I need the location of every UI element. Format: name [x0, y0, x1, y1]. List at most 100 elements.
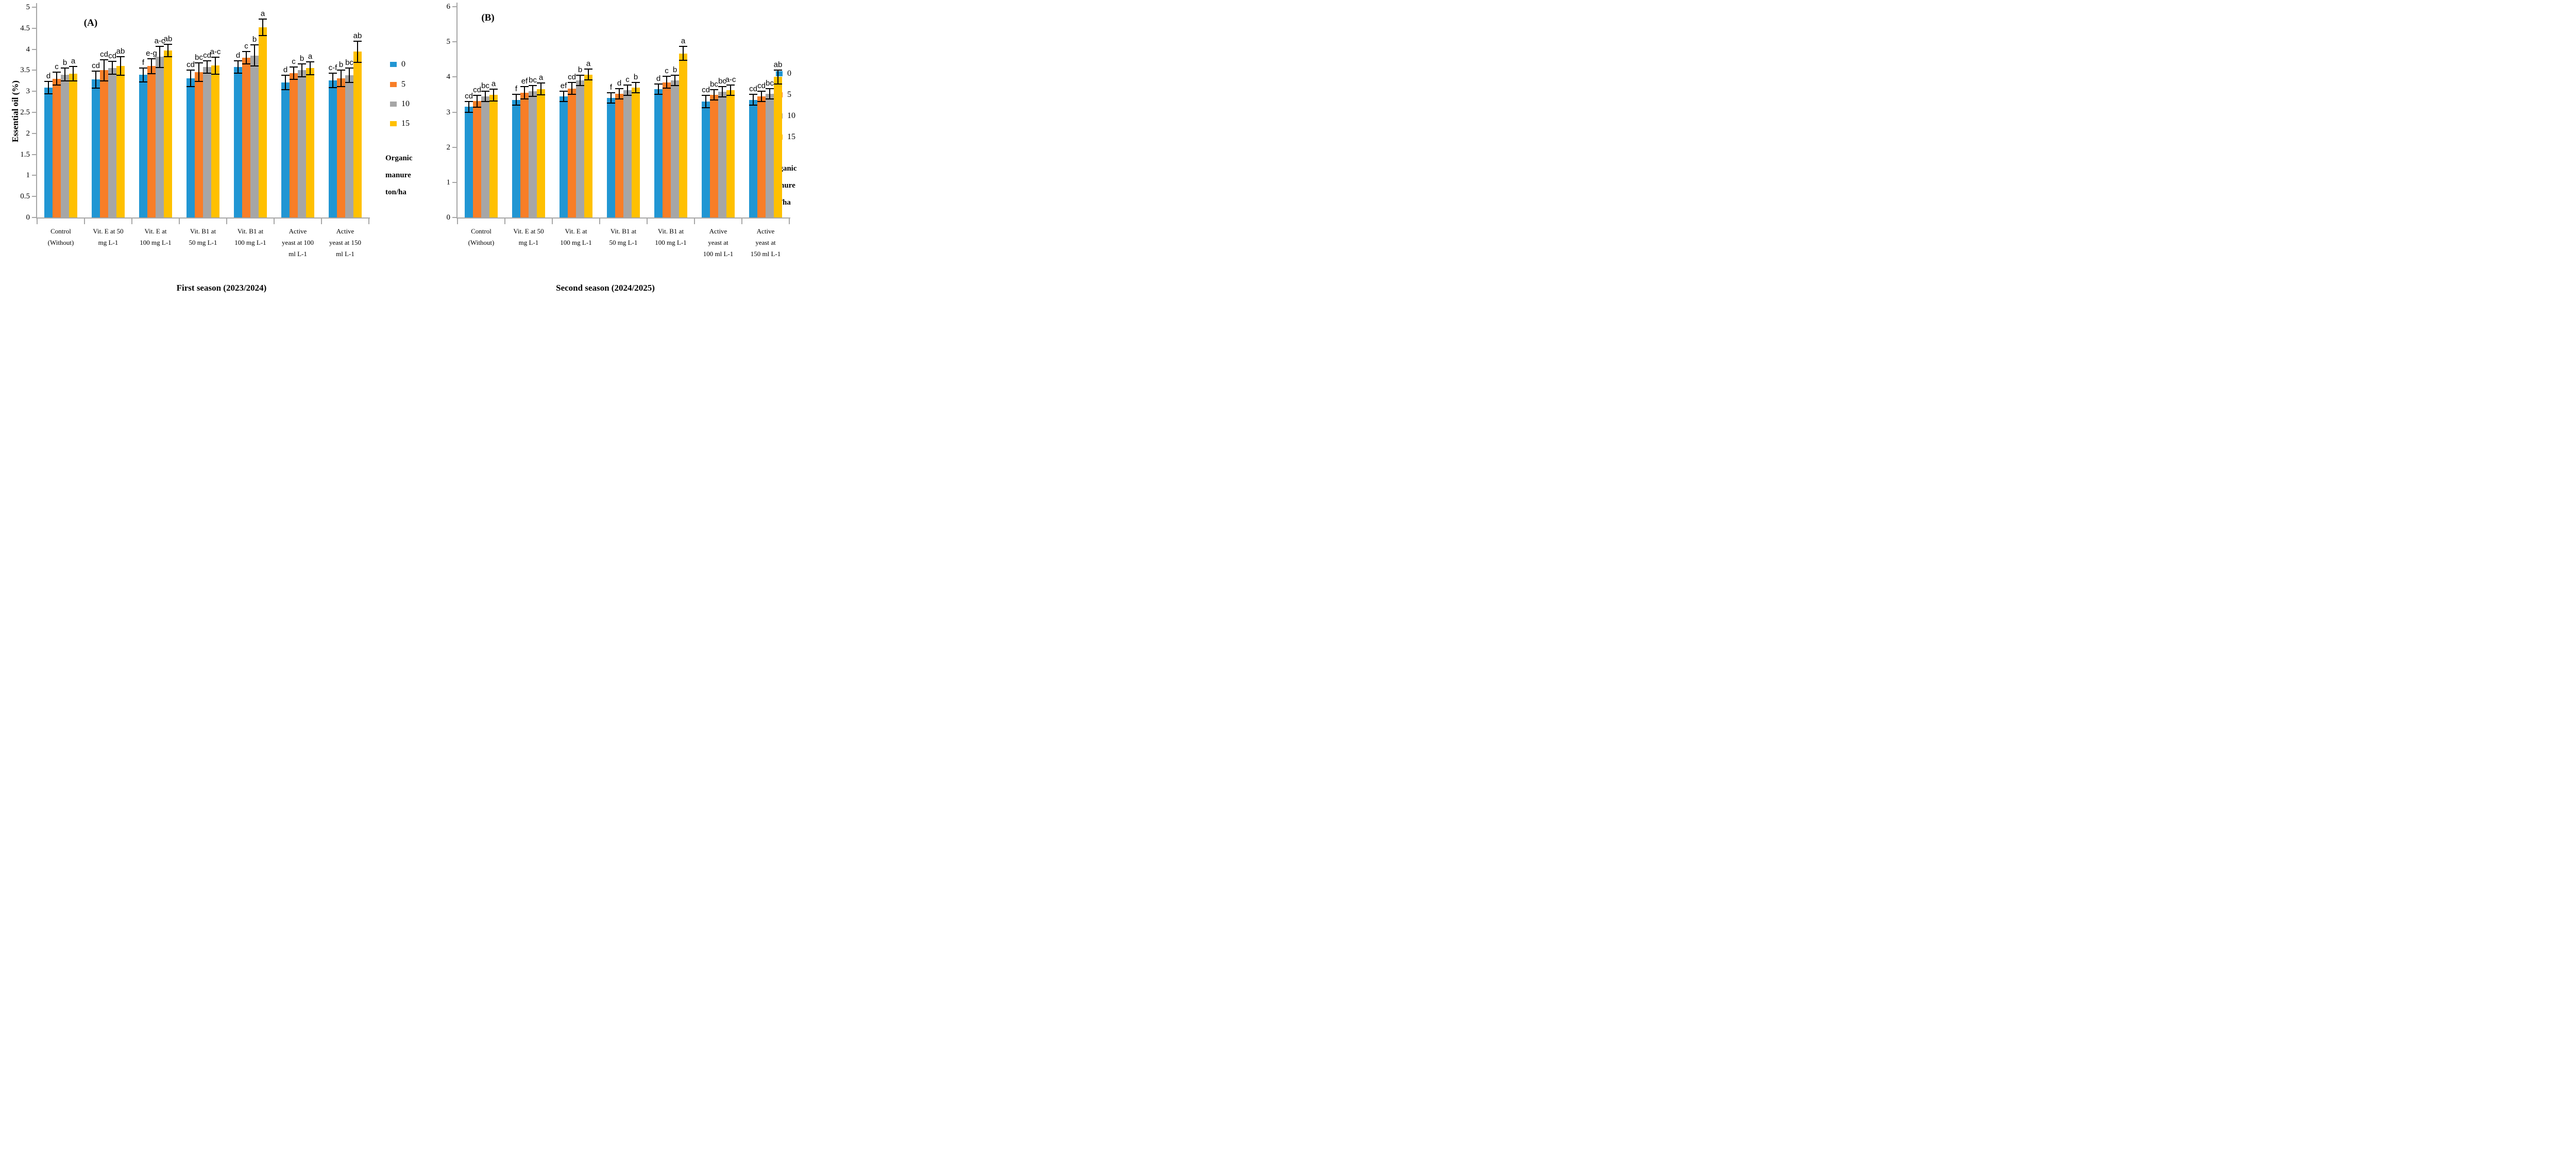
- bar: [242, 57, 250, 217]
- x-category-label-line: Vit. B1 at: [657, 227, 684, 235]
- significance-letter: f: [515, 85, 518, 94]
- error-bar-cap-top: [584, 69, 592, 70]
- y-tick-label: 1.5: [20, 150, 30, 159]
- error-bar: [540, 82, 541, 95]
- error-bar-cap-top: [465, 101, 473, 103]
- error-bar: [246, 51, 247, 64]
- error-bar-cap-top: [607, 92, 615, 93]
- error-bar-cap-top: [69, 66, 77, 68]
- bar: [671, 80, 679, 217]
- significance-letter: c: [292, 57, 296, 66]
- y-tick-mark: [452, 217, 456, 218]
- error-bar-cap-bottom: [53, 84, 61, 86]
- error-bar-cap-top: [108, 61, 116, 62]
- x-category-label: Active yeast at 100 ml L-1: [692, 226, 744, 260]
- legend-label: 0: [401, 60, 405, 69]
- significance-letter: ab: [773, 60, 783, 69]
- error-bar-cap-bottom: [290, 79, 298, 80]
- legend-label: 15: [787, 132, 795, 141]
- error-bar-cap-top: [187, 69, 195, 71]
- y-tick-label: 3: [26, 87, 30, 96]
- y-tick-mark: [32, 154, 36, 155]
- error-bar-cap-bottom: [671, 85, 679, 87]
- y-axis-line: [456, 3, 457, 219]
- error-bar: [120, 57, 121, 76]
- x-category-label-line: mg L-1: [98, 239, 118, 246]
- legend-swatch: [390, 121, 397, 126]
- error-bar-cap-top: [298, 63, 306, 65]
- x-category-label-line: yeast at 100: [281, 239, 314, 246]
- significance-letter: ef: [521, 76, 528, 86]
- bar: [560, 96, 568, 217]
- bar: [329, 80, 337, 217]
- significance-letter: a: [71, 57, 76, 66]
- y-tick-label: 4: [26, 45, 30, 54]
- error-bar: [167, 44, 168, 57]
- bar: [568, 88, 576, 217]
- x-category-label: Vit. E at 100 mg L-1: [550, 226, 602, 248]
- error-bar: [493, 89, 494, 101]
- error-bar-cap-top: [281, 75, 290, 76]
- significance-letter: f: [609, 83, 613, 92]
- x-tick-mark: [226, 217, 227, 224]
- error-bar: [485, 91, 486, 102]
- x-category-label-line: 100 mg L-1: [655, 239, 687, 246]
- error-bar: [683, 46, 684, 61]
- x-category-label-line: 100 ml L-1: [703, 250, 734, 258]
- error-bar-cap-top: [718, 86, 726, 87]
- x-tick-mark: [274, 217, 275, 224]
- y-tick-label: 2: [446, 143, 451, 152]
- error-bar-cap-bottom: [69, 80, 77, 81]
- error-bar-cap-top: [774, 69, 782, 71]
- x-tick-mark: [552, 217, 553, 224]
- error-bar: [159, 46, 160, 68]
- significance-letter: b: [252, 35, 257, 44]
- x-tick-mark: [504, 217, 505, 224]
- error-bar: [571, 82, 572, 95]
- y-tick-mark: [452, 6, 456, 7]
- x-category-label-line: Vit. E at 50: [93, 227, 124, 235]
- y-tick-mark: [452, 41, 456, 43]
- error-bar-cap-bottom: [345, 82, 353, 83]
- bar: [654, 89, 663, 217]
- significance-letter: a: [538, 73, 544, 82]
- error-bar: [705, 95, 706, 108]
- y-tick-mark: [32, 48, 36, 50]
- significance-letter: c-f: [328, 63, 337, 73]
- y-tick-label: 2.5: [20, 108, 30, 116]
- significance-letter: a: [491, 79, 496, 88]
- x-category-label-line: 100 mg L-1: [140, 239, 172, 246]
- error-bar-cap-bottom: [329, 87, 337, 88]
- x-category-label-line: 50 mg L-1: [609, 239, 638, 246]
- significance-letter: c: [244, 41, 248, 51]
- legend-label: 0: [787, 69, 791, 78]
- error-bar: [262, 19, 263, 36]
- y-tick-mark: [32, 70, 36, 71]
- error-bar: [56, 72, 57, 85]
- y-tick-mark: [32, 27, 36, 29]
- y-tick-label: 6: [446, 3, 451, 11]
- error-bar-cap-top: [568, 82, 576, 83]
- bar: [108, 68, 116, 217]
- bar: [100, 70, 108, 217]
- significance-letter: cd: [568, 73, 576, 82]
- error-bar: [619, 88, 620, 99]
- bar: [306, 68, 314, 217]
- error-bar-cap-top: [147, 58, 156, 59]
- error-bar: [769, 88, 770, 99]
- x-category-label-line: ml L-1: [289, 250, 307, 258]
- error-bar-cap-top: [156, 45, 164, 47]
- error-bar-cap-top: [195, 62, 203, 63]
- significance-letter: ab: [163, 34, 173, 43]
- legend-label: 10: [787, 111, 795, 120]
- error-bar: [357, 41, 358, 62]
- y-tick-mark: [32, 196, 36, 197]
- bar: [520, 93, 529, 217]
- y-tick-mark: [32, 7, 36, 8]
- significance-letter: cd: [203, 51, 211, 60]
- significance-letter: b: [299, 54, 304, 63]
- error-bar: [151, 58, 152, 74]
- x-tick-mark: [647, 217, 648, 224]
- x-category-label-line: Vit. E at: [144, 227, 167, 235]
- bar: [337, 78, 345, 217]
